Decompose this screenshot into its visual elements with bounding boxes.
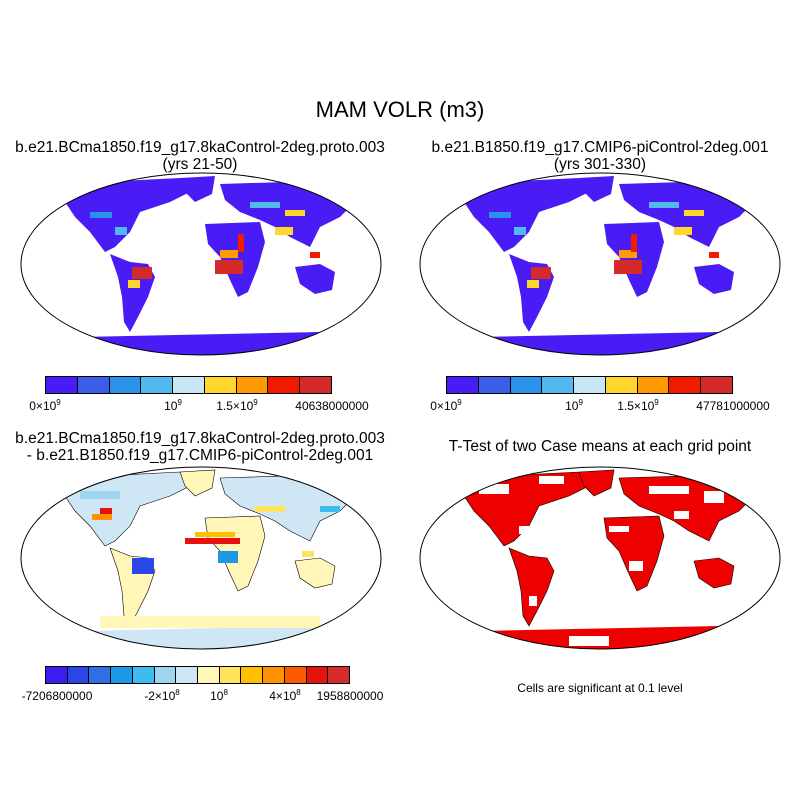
panel-title-line1: b.e21.BCma1850.f19_g17.8kaControl-2deg.p… bbox=[15, 139, 385, 156]
map-case2-volr bbox=[419, 172, 781, 356]
colorbar-cell bbox=[176, 667, 199, 683]
colorbar-cell bbox=[669, 377, 702, 393]
panel-title-bottom-left: b.e21.BCma1850.f19_g17.8kaControl-2deg.p… bbox=[0, 430, 400, 464]
figure-title: MAM VOLR (m3) bbox=[315, 97, 485, 122]
colorbar-top-right bbox=[446, 376, 733, 394]
colorbar-tick: 47781000000 bbox=[696, 399, 770, 413]
colorbar-cell bbox=[173, 377, 205, 393]
colorbar-cell bbox=[284, 667, 307, 683]
colorbar-cell bbox=[204, 377, 237, 393]
colorbar-cell bbox=[328, 667, 350, 683]
panel-title-top-left: b.e21.BCma1850.f19_g17.8kaControl-2deg.p… bbox=[0, 139, 400, 173]
colorbar-cell bbox=[89, 667, 112, 683]
colorbar-cell bbox=[478, 377, 511, 393]
colorbar-cell bbox=[141, 377, 174, 393]
colorbar-cell bbox=[198, 667, 220, 683]
colorbar-cell bbox=[109, 377, 142, 393]
colorbar-tick: -2×108 bbox=[144, 688, 180, 704]
colorbar-tick: 108 bbox=[210, 688, 228, 704]
colorbar-cell bbox=[154, 667, 177, 683]
significance-note: Cells are significant at 0.1 level bbox=[517, 681, 683, 695]
map-case1-volr bbox=[20, 172, 382, 356]
colorbar-tick: -7206800000 bbox=[21, 689, 93, 703]
colorbar-tick: 109 bbox=[164, 398, 182, 414]
colorbar-tick: 1958800000 bbox=[316, 689, 384, 703]
colorbar-cell bbox=[111, 667, 133, 683]
colorbar-cell bbox=[574, 377, 606, 393]
colorbar-cell bbox=[306, 667, 329, 683]
colorbar-cell bbox=[241, 667, 264, 683]
panel-title-line2: - b.e21.B1850.f19_g17.CMIP6-piControl-2d… bbox=[26, 447, 374, 464]
colorbar-cell bbox=[701, 377, 733, 393]
colorbar-tick: 1.5×109 bbox=[216, 398, 258, 414]
colorbar-cell bbox=[132, 667, 155, 683]
panel-title-top-right: b.e21.B1850.f19_g17.CMIP6-piControl-2deg… bbox=[400, 139, 800, 173]
colorbar-cell bbox=[637, 377, 670, 393]
colorbar-cell bbox=[77, 377, 110, 393]
colorbar-cell bbox=[447, 377, 479, 393]
map-difference-volr bbox=[20, 466, 382, 650]
colorbar-cell bbox=[510, 377, 543, 393]
colorbar-cell bbox=[542, 377, 575, 393]
panel-title-line2: (yrs 21-50) bbox=[162, 156, 238, 173]
panel-title-line2: (yrs 301-330) bbox=[553, 156, 647, 173]
colorbar-tick: 4×108 bbox=[269, 688, 301, 704]
panel-title-bottom-right: T-Test of two Case means at each grid po… bbox=[448, 438, 752, 455]
colorbar-tick: 0×109 bbox=[430, 398, 462, 414]
colorbar-cell bbox=[300, 377, 332, 393]
panel-title-line1: b.e21.B1850.f19_g17.CMIP6-piControl-2deg… bbox=[431, 139, 769, 156]
colorbar-cell bbox=[236, 377, 269, 393]
colorbar-cell bbox=[263, 667, 285, 683]
colorbar-tick: 1.5×109 bbox=[617, 398, 659, 414]
colorbar-cell bbox=[605, 377, 638, 393]
panel-title-line1: b.e21.BCma1850.f19_g17.8kaControl-2deg.p… bbox=[15, 430, 385, 447]
colorbar-cell bbox=[219, 667, 242, 683]
colorbar-tick: 109 bbox=[565, 398, 583, 414]
colorbar-tick: 0×109 bbox=[29, 398, 61, 414]
colorbar-cell bbox=[268, 377, 301, 393]
colorbar-top-left bbox=[45, 376, 332, 394]
colorbar-tick: 40638000000 bbox=[295, 399, 369, 413]
colorbar-bottom-left bbox=[45, 666, 350, 684]
colorbar-cell bbox=[46, 667, 68, 683]
colorbar-cell bbox=[67, 667, 90, 683]
colorbar-cell bbox=[46, 377, 78, 393]
map-ttest-significance bbox=[419, 466, 781, 650]
